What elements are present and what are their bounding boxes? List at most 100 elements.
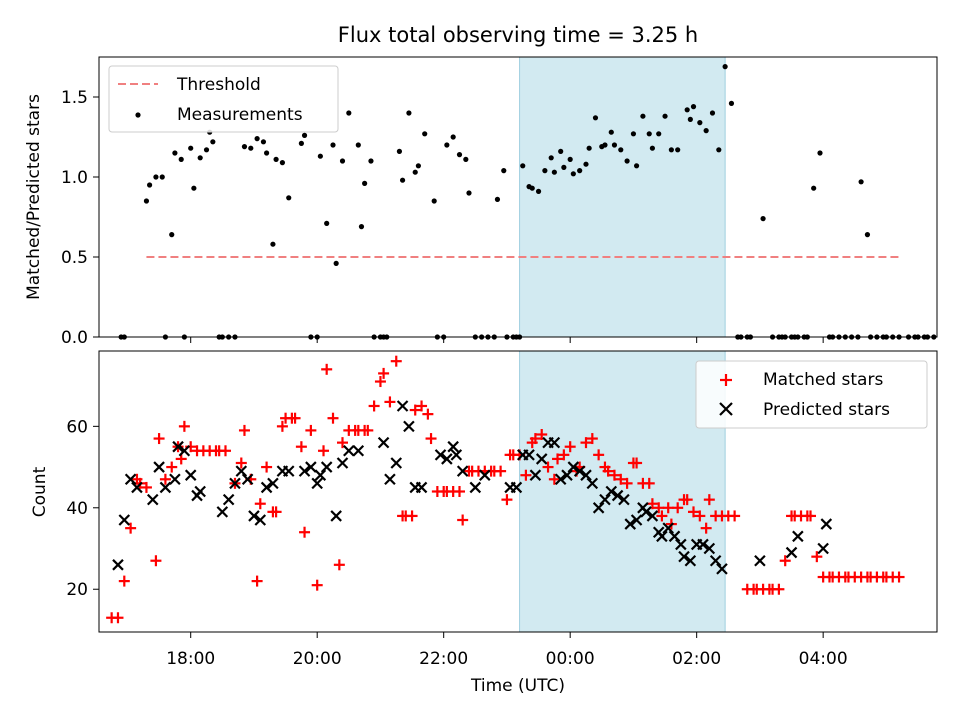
top-plot-frame bbox=[98, 56, 938, 338]
measurement-point bbox=[649, 145, 655, 151]
matched-star-point bbox=[621, 477, 633, 489]
measurement-point bbox=[330, 142, 336, 148]
measurement-point bbox=[333, 260, 339, 266]
measurement-point bbox=[412, 169, 418, 175]
predicted-star-point bbox=[469, 481, 482, 494]
predicted-star-point bbox=[298, 465, 311, 477]
measurement-point bbox=[542, 168, 548, 174]
bottom-x-tick-label: 04:00 bbox=[799, 649, 848, 669]
matched-star-point bbox=[631, 457, 643, 469]
predicted-star-point bbox=[605, 485, 618, 498]
measurement-point bbox=[264, 150, 270, 156]
measurement-point bbox=[415, 163, 421, 169]
predicted-star-point bbox=[535, 453, 548, 465]
matched-star-point bbox=[153, 433, 165, 445]
matched-star-point bbox=[125, 522, 137, 534]
measurement-point bbox=[583, 161, 589, 167]
measurement-point bbox=[273, 156, 279, 162]
top-y-tick-label: 0.5 bbox=[61, 248, 88, 268]
legend-predicted-swatch bbox=[719, 402, 733, 416]
bottom-x-tick-label: 00:00 bbox=[546, 649, 595, 669]
chart-title: Flux total observing time = 3.25 h bbox=[338, 23, 698, 47]
predicted-star-point bbox=[403, 420, 415, 433]
matched-star-point bbox=[159, 473, 171, 485]
predicted-star-point bbox=[479, 469, 491, 481]
matched-star-point bbox=[118, 575, 130, 587]
measurement-point bbox=[317, 153, 323, 159]
predicted-star-point bbox=[169, 473, 181, 486]
measurement-point bbox=[630, 131, 637, 137]
measurement-point bbox=[254, 136, 260, 142]
predicted-star-point bbox=[235, 465, 248, 477]
measurement-point bbox=[697, 120, 703, 126]
matched-star-point bbox=[653, 502, 665, 514]
measurement-point bbox=[241, 144, 248, 150]
measurement-point bbox=[362, 180, 368, 186]
predicted-star-point bbox=[352, 444, 365, 457]
bottom-x-axis: 18:00 20:00 22:00 00:00 02:00 04:00 bbox=[166, 632, 848, 669]
matched-star-point bbox=[318, 445, 330, 457]
predicted-star-point bbox=[124, 473, 137, 486]
matched-star-point bbox=[276, 420, 288, 432]
matched-star-point bbox=[681, 494, 693, 506]
matched-star-point bbox=[299, 526, 311, 538]
measurement-point bbox=[143, 198, 150, 204]
predicted-star-point bbox=[377, 436, 390, 449]
predicted-star-point bbox=[441, 453, 453, 465]
predicted-star-point bbox=[267, 477, 279, 490]
matched-star-point bbox=[520, 469, 532, 481]
measurement-point bbox=[339, 158, 346, 164]
matched-star-point bbox=[694, 510, 706, 522]
measurement-point bbox=[279, 160, 286, 166]
matched-star-point bbox=[542, 461, 554, 473]
matched-star-point bbox=[422, 408, 434, 420]
predicted-star-point bbox=[678, 550, 690, 563]
predicted-star-point bbox=[178, 444, 191, 457]
predicted-star-point bbox=[817, 542, 829, 555]
matched-star-point bbox=[602, 465, 614, 477]
measurement-point bbox=[561, 164, 567, 170]
predicted-star-point bbox=[662, 522, 674, 534]
matched-star-point bbox=[773, 583, 785, 595]
measurement-point bbox=[558, 148, 564, 154]
matched-star-point bbox=[586, 433, 598, 445]
predicted-star-point bbox=[716, 563, 728, 575]
matched-star-point bbox=[321, 363, 333, 375]
measurement-point bbox=[463, 156, 469, 162]
predicted-star-point bbox=[510, 481, 523, 494]
predicted-star-point bbox=[675, 538, 687, 551]
measurement-point bbox=[466, 190, 472, 196]
measurement-point bbox=[203, 147, 210, 153]
predicted-star-point bbox=[216, 506, 229, 518]
measurement-point bbox=[494, 196, 501, 202]
matched-star-point bbox=[893, 571, 905, 583]
matched-star-point bbox=[150, 555, 162, 567]
bottom-y-tick-label: 20 bbox=[66, 580, 88, 600]
predicted-star-point bbox=[709, 554, 722, 567]
matched-star-point bbox=[295, 441, 307, 453]
predicted-star-point bbox=[630, 514, 643, 526]
matched-star-point bbox=[564, 441, 576, 453]
predicted-star-point bbox=[548, 436, 561, 449]
matched-star-point bbox=[662, 502, 674, 514]
predicted-star-point bbox=[118, 514, 131, 526]
predicted-star-point bbox=[599, 493, 611, 506]
matched-star-point bbox=[362, 424, 374, 436]
measurement-point bbox=[608, 129, 614, 135]
top-y-tick-label: 1.0 bbox=[61, 168, 88, 188]
matched-star-point bbox=[378, 367, 390, 379]
matched-star-point bbox=[656, 510, 668, 522]
legend-measurements-swatch bbox=[135, 112, 141, 118]
predicted-star-point bbox=[330, 510, 342, 522]
top-legend-frame bbox=[108, 65, 339, 133]
measurement-point bbox=[358, 224, 365, 230]
measurement-point bbox=[675, 147, 681, 153]
matched-star-point bbox=[178, 420, 190, 432]
predicted-star-point bbox=[447, 440, 459, 453]
measurement-point bbox=[529, 185, 535, 191]
measurement-point bbox=[668, 147, 674, 153]
measurement-point bbox=[169, 232, 175, 238]
matched-star-point bbox=[536, 428, 548, 440]
measurement-point bbox=[270, 241, 276, 247]
bottom-y-axis: 20 40 60 bbox=[66, 417, 99, 600]
